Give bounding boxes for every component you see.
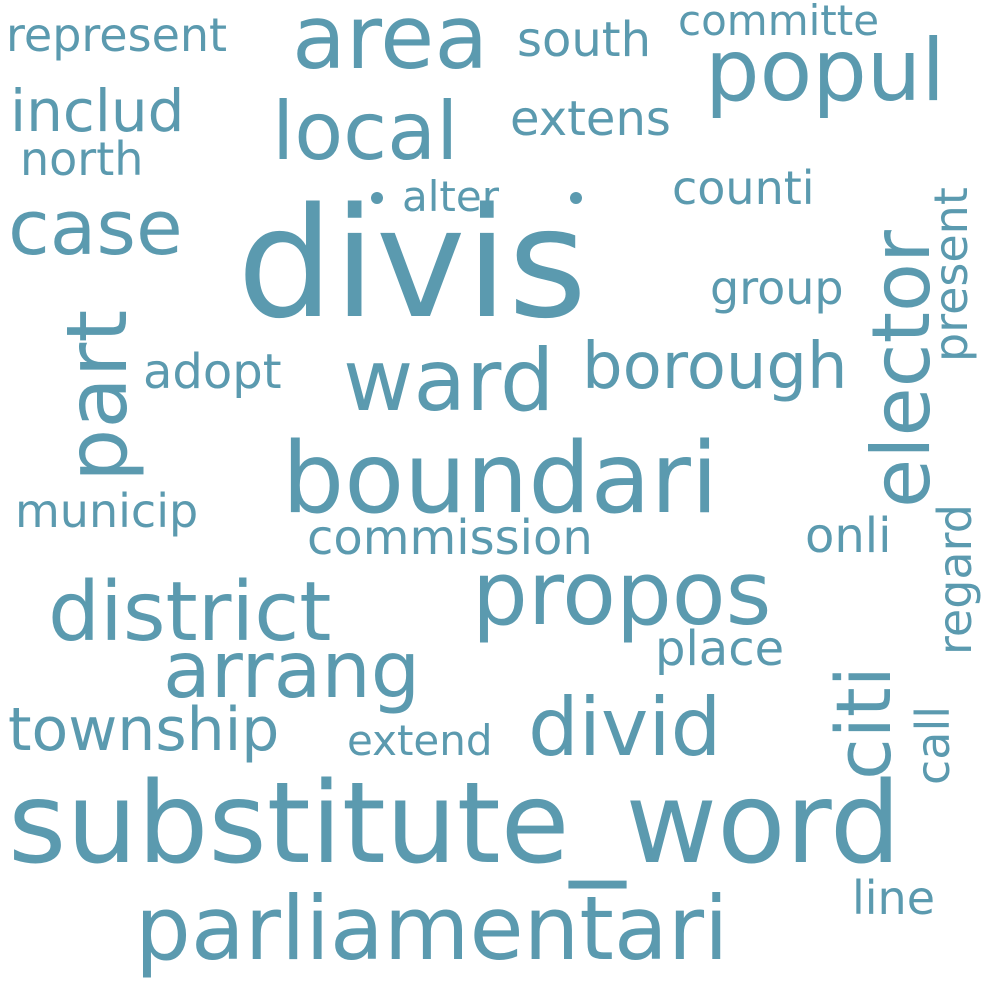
- word-present: present: [924, 187, 978, 362]
- word-north: north: [20, 132, 144, 186]
- word-represent: represent: [6, 8, 228, 62]
- word-arrang: arrang: [163, 626, 421, 716]
- word-popul: popul: [705, 21, 946, 121]
- word-commission: commission: [307, 510, 593, 566]
- word-regard: regard: [928, 504, 982, 655]
- word-ward: ward: [343, 331, 555, 431]
- dot-mark: [570, 192, 582, 204]
- word-line: line: [852, 871, 936, 925]
- word-parliamentari: parliamentari: [135, 877, 729, 980]
- word-propos: propos: [472, 542, 772, 645]
- word-boundari: boundari: [282, 422, 719, 536]
- word-committe: committe: [678, 0, 880, 45]
- word-municip: municip: [15, 484, 199, 538]
- word-counti: counti: [672, 161, 815, 215]
- word-citi: citi: [819, 666, 908, 780]
- word-includ: includ: [10, 77, 185, 145]
- word-part: part: [48, 309, 146, 482]
- word-alter: alter: [402, 172, 499, 221]
- word-extens: extens: [510, 91, 671, 147]
- word-local: local: [272, 85, 459, 178]
- word-substitute-word: substitute_word: [8, 759, 901, 889]
- word-area: area: [292, 0, 489, 89]
- word-township: township: [8, 695, 280, 765]
- word-extend: extend: [347, 716, 493, 765]
- word-south: south: [517, 12, 652, 68]
- word-place: place: [655, 621, 785, 677]
- word-borough: borough: [582, 330, 848, 404]
- word-group: group: [710, 261, 844, 315]
- word-divis: divis: [237, 175, 588, 352]
- word-call: call: [906, 705, 960, 785]
- word-district: district: [48, 565, 332, 660]
- word-case: case: [8, 183, 183, 272]
- word-onli: onli: [805, 508, 892, 564]
- word-adopt: adopt: [143, 344, 282, 400]
- dot-mark: [371, 192, 383, 204]
- word-divid: divid: [528, 681, 722, 774]
